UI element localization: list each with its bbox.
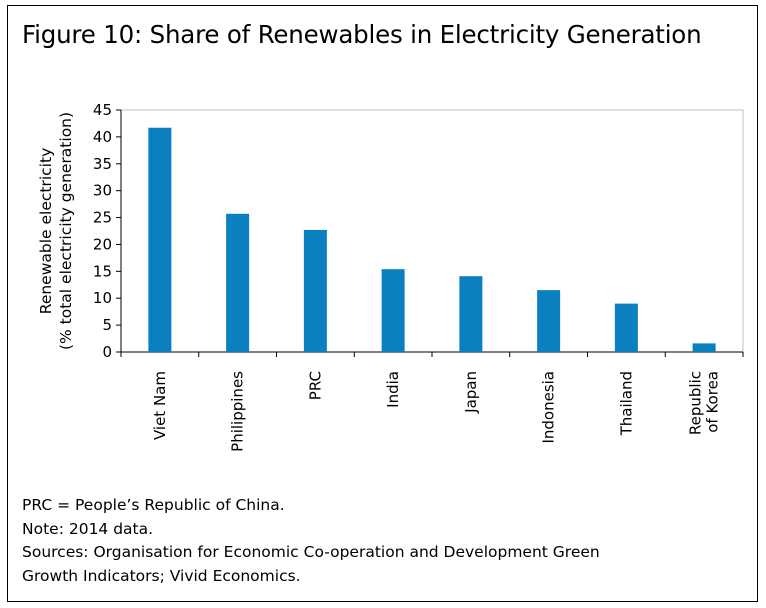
- figure-title: Figure 10: Share of Renewables in Electr…: [22, 20, 702, 49]
- figure-notes: PRC = People’s Republic of China. Note: …: [22, 494, 752, 588]
- x-tick-label: India: [384, 371, 402, 408]
- y-tick-label: 10: [93, 289, 112, 307]
- x-tick-label: of Korea: [704, 371, 722, 433]
- plot-area: [120, 109, 744, 353]
- note-sources-line-2: Growth Indicators; Vivid Economics.: [22, 566, 301, 585]
- bar-chart: 0 5 10 15 20 25 30 35 40 45 Viet Nam Philippines PRC…: [37, 101, 744, 452]
- bar-india: [381, 269, 405, 352]
- bar-indonesia: [537, 290, 561, 352]
- y-axis-title: Renewable electricity: [37, 148, 55, 315]
- y-tick-label: 20: [93, 235, 112, 253]
- y-tick-label: 5: [102, 316, 112, 334]
- x-tick-label: Philippines: [229, 371, 247, 452]
- y-tick-label: 25: [93, 209, 112, 227]
- note-sources-line-1: Sources: Organisation for Economic Co-op…: [22, 543, 600, 561]
- x-tick-label: Republic: [687, 371, 705, 435]
- y-tick-label: 40: [93, 128, 112, 146]
- x-tick-label: Indonesia: [540, 371, 558, 444]
- bar-viet-nam: [148, 127, 172, 352]
- bar-republic-of-korea: [692, 343, 716, 352]
- x-tick-label: Thailand: [617, 371, 635, 436]
- note-abbreviation: PRC = People’s Republic of China.: [22, 496, 285, 514]
- note-year: Note: 2014 data.: [22, 519, 154, 538]
- bar-philippines: [226, 213, 250, 352]
- x-tick-label: PRC: [306, 371, 324, 400]
- y-tick-label: 30: [93, 182, 112, 200]
- x-tick-label: Viet Nam: [151, 371, 169, 440]
- y-tick-label: 0: [102, 343, 112, 361]
- y-tick-label: 15: [93, 262, 112, 280]
- y-axis-title: (% total electricity generation): [57, 112, 75, 350]
- bar-prc: [303, 229, 327, 352]
- bar-japan: [459, 276, 483, 352]
- y-tick-label: 35: [93, 155, 112, 173]
- x-tick-label: Japan: [462, 371, 480, 414]
- bar-thailand: [614, 303, 638, 352]
- y-tick-label: 45: [93, 101, 112, 119]
